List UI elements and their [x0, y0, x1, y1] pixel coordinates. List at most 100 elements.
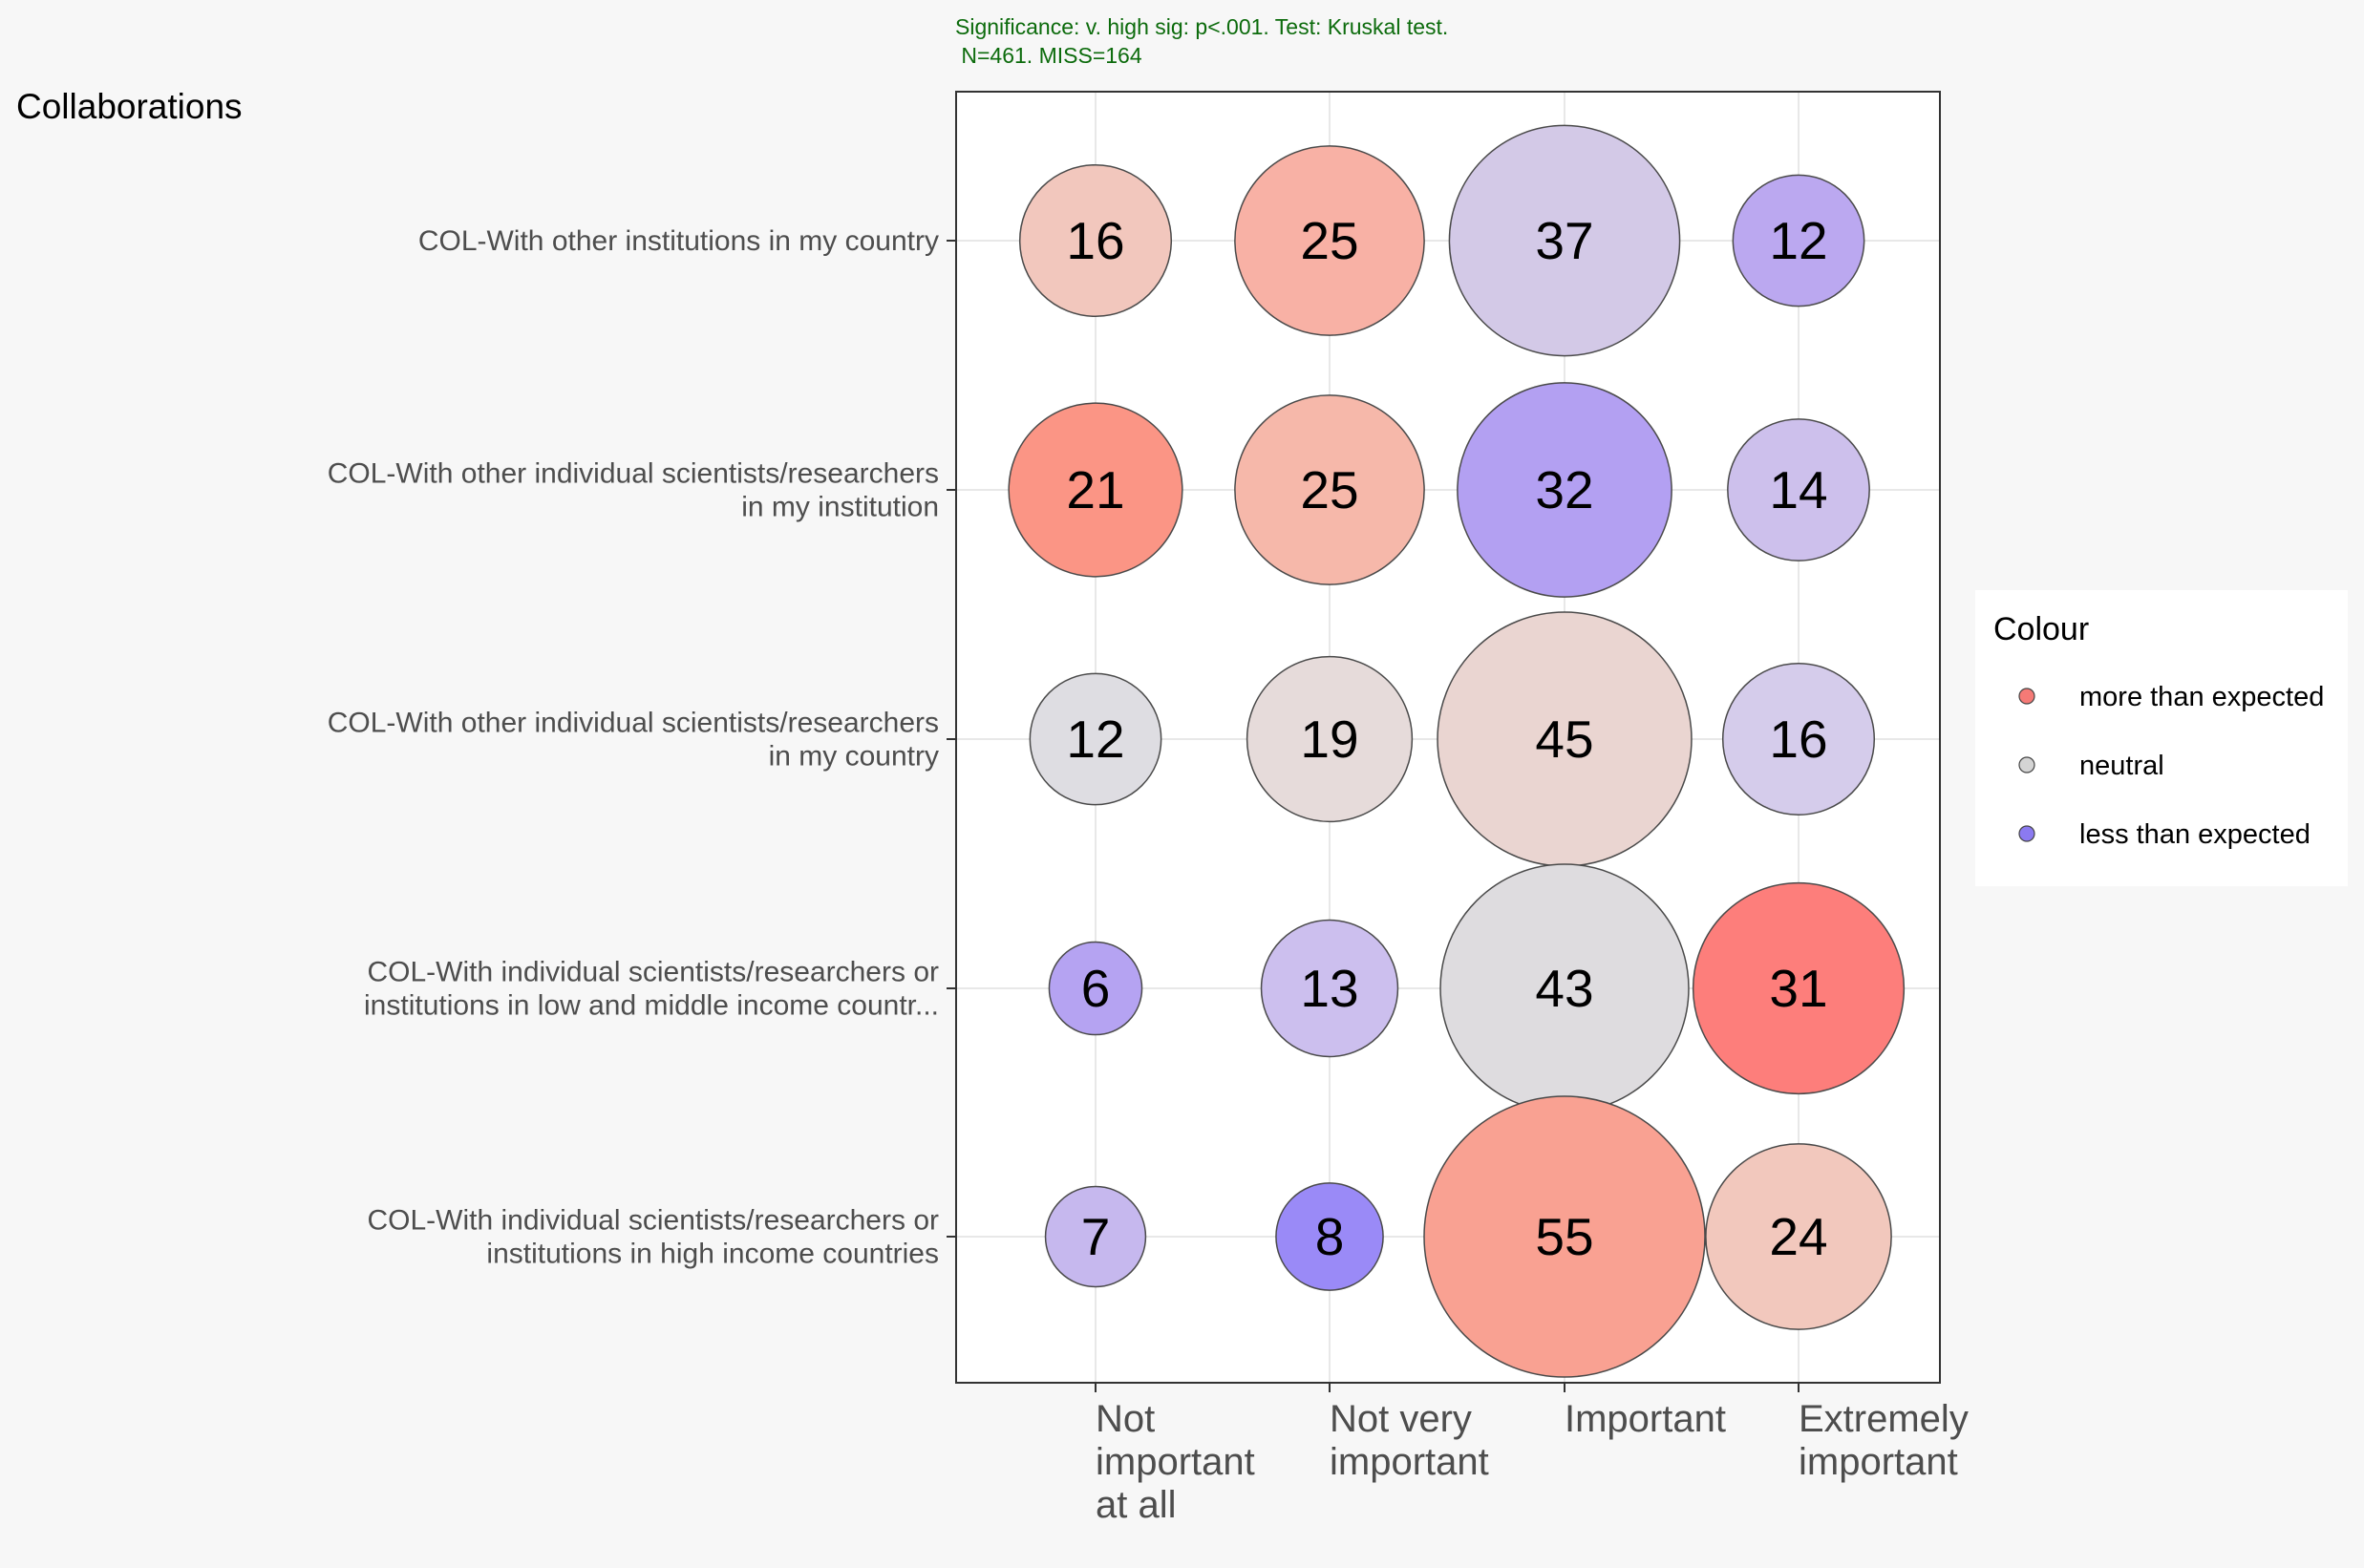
y-axis: COL-With other institutions in my countr… — [328, 225, 956, 1270]
bubble-r0-c0: 16 — [1018, 163, 1173, 318]
bubble-circle — [1721, 662, 1876, 816]
bubble-circle — [1727, 418, 1870, 562]
bubble-value-label: 16 — [1769, 710, 1827, 769]
bubble-value-label: 45 — [1535, 710, 1593, 769]
legend: Colour more than expected neutral less tha… — [1975, 590, 2348, 886]
bubble-circle — [1044, 1185, 1147, 1288]
legend-items: more than expected neutral less than expec… — [2018, 682, 2324, 850]
bubble-circle — [1048, 941, 1143, 1036]
legend-key — [2018, 825, 2035, 842]
bubble-value-label: 19 — [1300, 710, 1358, 769]
bubble-circle — [1423, 1095, 1706, 1378]
y-tick-label-line: COL-With other institutions in my countr… — [418, 225, 939, 257]
subtitle-line-1: Significance: v. high sig: p<.001. Test:… — [955, 14, 1448, 39]
plot-panel-border — [955, 91, 1941, 1384]
bubble-value-label: 8 — [1315, 1207, 1345, 1266]
y-tick-label-4: COL-With individual scientists/researche… — [367, 1205, 939, 1270]
y-tick-label-line: in my institution — [741, 492, 939, 523]
bubble-r0-c2: 37 — [1448, 124, 1681, 357]
bubble-circle — [1457, 382, 1672, 598]
bubble-value-label: 32 — [1535, 460, 1593, 519]
bubble-r2-c0: 12 — [1029, 672, 1162, 806]
x-tick-label-2: Important — [1565, 1398, 1726, 1440]
legend-box — [1975, 590, 2348, 886]
bubble-value-label: 13 — [1300, 959, 1358, 1018]
bubble-value-label: 16 — [1066, 211, 1124, 270]
legend-label: neutral — [2079, 751, 2164, 781]
legend-label: less than expected — [2079, 819, 2311, 850]
bubble-circle — [1260, 919, 1399, 1058]
legend-key — [2018, 688, 2035, 705]
bubbles: 16 25 37 12 21 25 32 14 12 19 45 16 6 13 43 31 7 8 55 24 — [1008, 124, 1906, 1378]
bubble-r3-c2: 43 — [1439, 863, 1690, 1113]
y-tick-label-3: COL-With individual scientists/researche… — [364, 957, 939, 1022]
bubble-r0-c3: 12 — [1732, 174, 1865, 307]
y-tick-label-line: COL-With other individual scientists/res… — [328, 708, 939, 739]
legend-item-1: neutral — [2018, 751, 2164, 781]
legend-label: more than expected — [2079, 682, 2324, 712]
bubble-value-label: 25 — [1300, 460, 1358, 519]
x-tick-label-1: Not very important — [1330, 1398, 1489, 1483]
bubble-r2-c3: 16 — [1721, 662, 1876, 816]
bubble-r0-c1: 25 — [1234, 145, 1425, 336]
y-tick-label-2: COL-With other individual scientists/res… — [328, 708, 939, 773]
bubble-circle — [1234, 145, 1425, 336]
bubble-circle — [1448, 124, 1681, 357]
x-tick-label-line: Important — [1565, 1398, 1726, 1440]
bubble-circle — [1692, 881, 1906, 1095]
bubble-value-label: 43 — [1535, 959, 1593, 1018]
bubble-r4-c3: 24 — [1705, 1143, 1892, 1330]
bubble-r4-c2: 55 — [1423, 1095, 1706, 1378]
y-tick-label-line: institutions in high income countries — [486, 1239, 939, 1270]
bubble-value-label: 6 — [1081, 959, 1111, 1018]
bubble-value-label: 14 — [1769, 460, 1827, 519]
legend-item-0: more than expected — [2018, 682, 2324, 712]
y-tick-label-line: in my country — [769, 741, 939, 773]
bubble-r1-c1: 25 — [1234, 394, 1425, 585]
x-tick-label-0: Not important at all — [1096, 1398, 1255, 1526]
y-tick-label-line: institutions in low and middle income co… — [364, 990, 939, 1022]
x-tick-label-line: at all — [1096, 1484, 1177, 1526]
bubble-circle — [1234, 394, 1425, 585]
legend-item-2: less than expected — [2018, 819, 2311, 850]
bubble-r1-c0: 21 — [1008, 402, 1183, 578]
bubble-value-label: 25 — [1300, 211, 1358, 270]
y-tick-label-line: COL-With individual scientists/researche… — [367, 1205, 939, 1237]
y-tick-label-line: COL-With other individual scientists/res… — [328, 458, 939, 490]
bubble-circle — [1008, 402, 1183, 578]
legend-key — [2018, 756, 2035, 773]
bubble-value-label: 7 — [1081, 1207, 1111, 1266]
bubble-circle — [1732, 174, 1865, 307]
bubble-r2-c2: 45 — [1437, 611, 1693, 867]
bubble-value-label: 55 — [1535, 1207, 1593, 1266]
bubble-r1-c2: 32 — [1457, 382, 1672, 598]
x-tick-label-line: Not — [1096, 1398, 1155, 1440]
bubble-circle — [1246, 655, 1414, 823]
bubble-r1-c3: 14 — [1727, 418, 1870, 562]
y-tick-label-1: COL-With other individual scientists/res… — [328, 458, 939, 523]
bubble-circle — [1029, 672, 1162, 806]
bubble-r4-c0: 7 — [1044, 1185, 1147, 1288]
bubble-r3-c0: 6 — [1048, 941, 1143, 1036]
x-tick-label-line: Not very — [1330, 1398, 1472, 1440]
bubble-r2-c1: 19 — [1246, 655, 1414, 823]
bubble-value-label: 12 — [1066, 710, 1124, 769]
bubble-value-label: 24 — [1769, 1207, 1827, 1266]
bubble-value-label: 21 — [1066, 460, 1124, 519]
x-tick-label-line: important — [1330, 1441, 1489, 1483]
y-tick-label-line: COL-With individual scientists/researche… — [367, 957, 939, 988]
bubble-value-label: 31 — [1769, 959, 1827, 1018]
x-tick-label-3: Extremely important — [1799, 1398, 1969, 1483]
chart-title: Collaborations — [16, 87, 243, 126]
subtitle-line-2: N=461. MISS=164 — [955, 43, 1142, 68]
bubble-circle — [1705, 1143, 1892, 1330]
legend-title: Colour — [1993, 611, 2089, 647]
bubble-r3-c3: 31 — [1692, 881, 1906, 1095]
bubble-r4-c1: 8 — [1275, 1182, 1384, 1291]
x-tick-label-line: important — [1799, 1441, 1958, 1483]
bubble-value-label: 12 — [1769, 211, 1827, 270]
x-tick-label-line: important — [1096, 1441, 1255, 1483]
